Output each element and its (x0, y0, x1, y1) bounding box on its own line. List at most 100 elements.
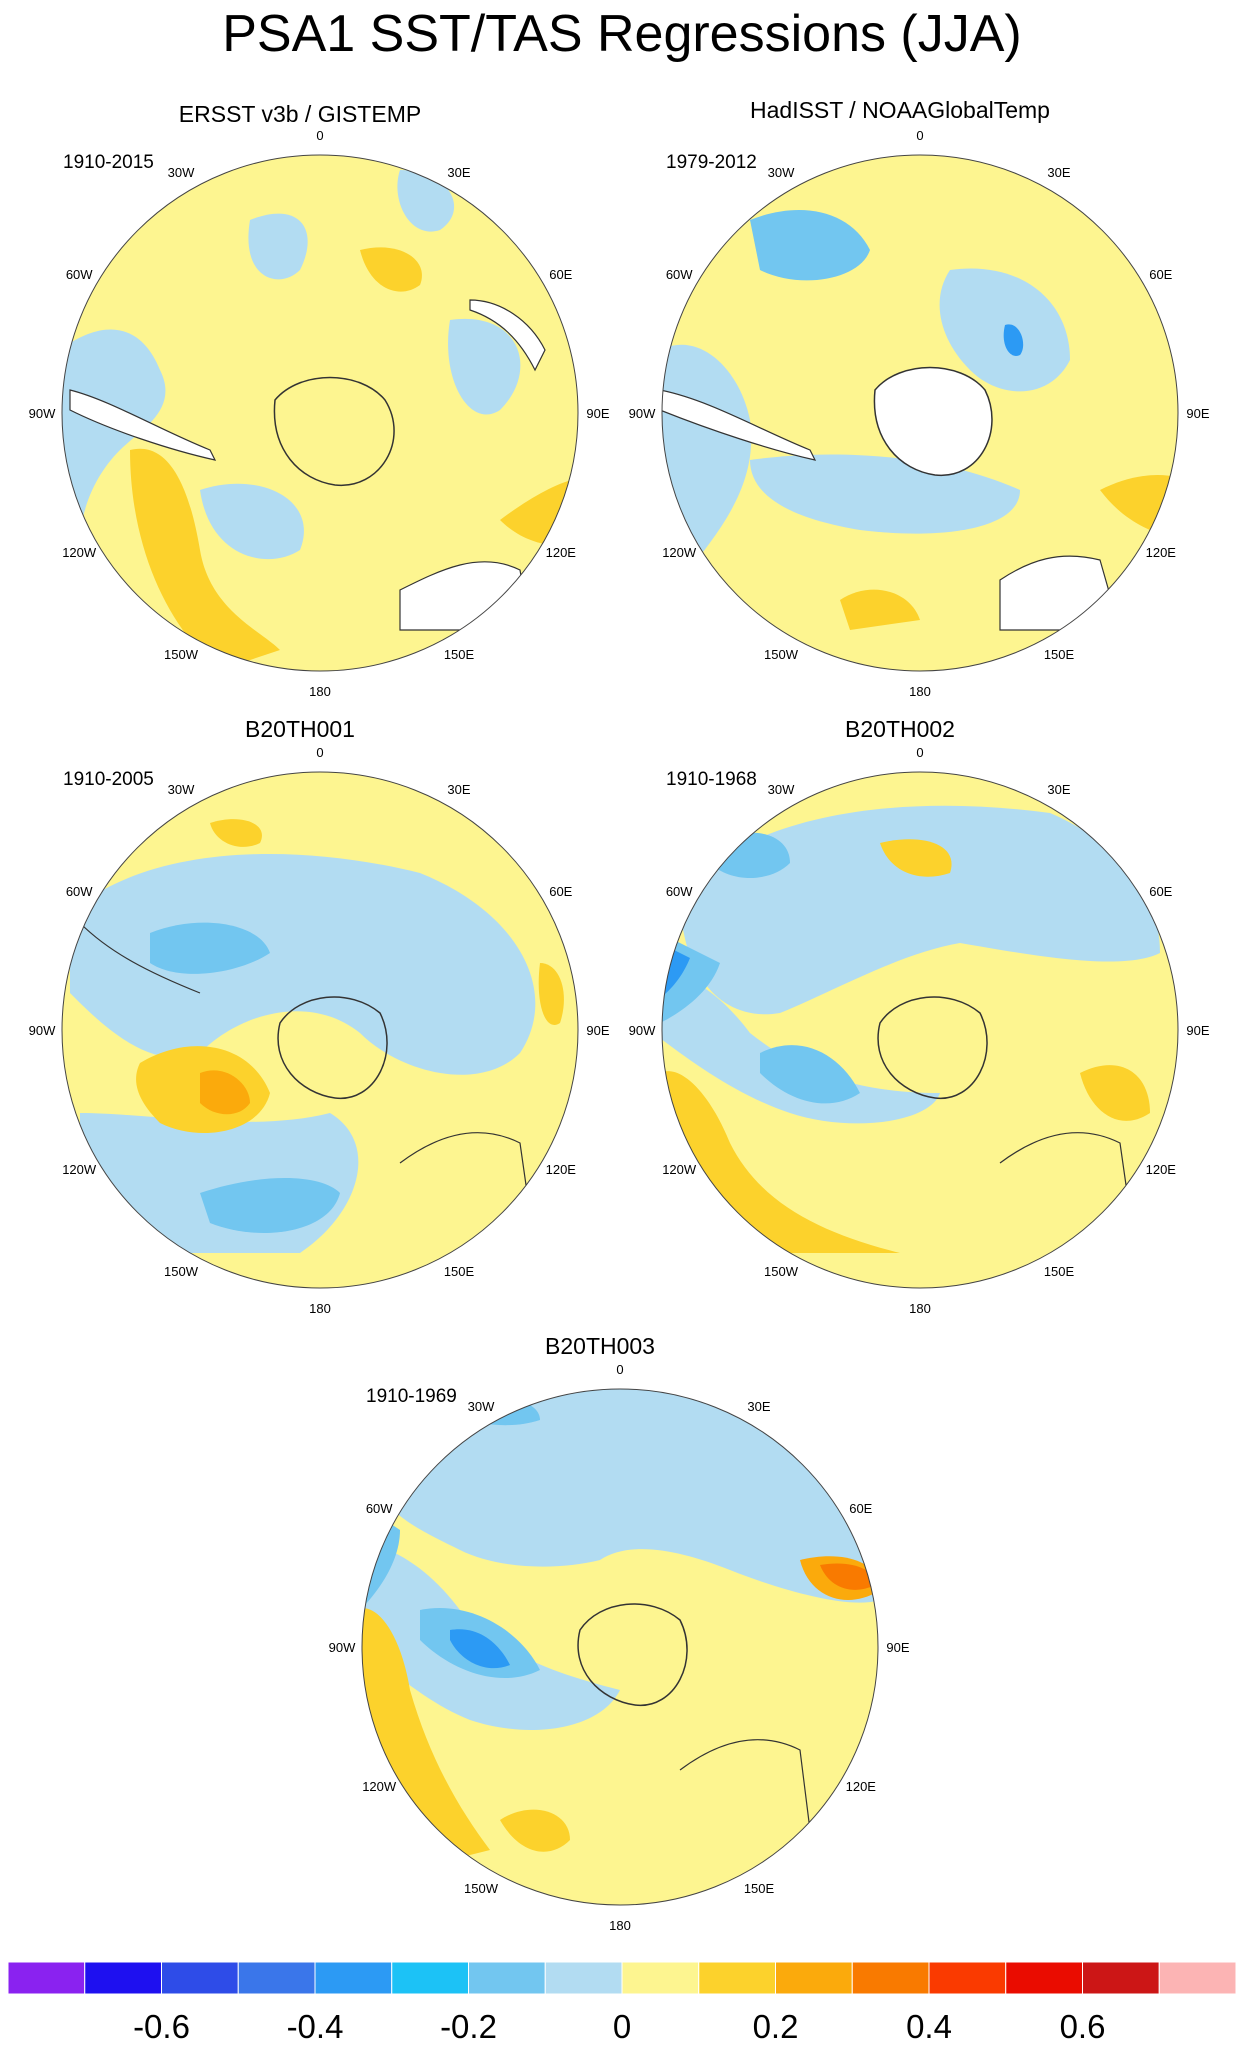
longitude-label: 150E (744, 1881, 775, 1896)
field-positive-south (500, 1809, 570, 1852)
longitude-label: 30W (168, 782, 195, 797)
colorbar-box (1005, 1962, 1083, 1995)
longitude-label: 0 (316, 128, 323, 143)
longitude-label: 90W (329, 1640, 356, 1655)
colorbar-box (775, 1962, 853, 1995)
field-positive-north (360, 247, 422, 292)
longitude-label: 120E (1146, 1162, 1177, 1177)
longitude-label: 120W (62, 545, 97, 560)
longitude-label: 0 (316, 745, 323, 760)
colorbar-box (161, 1962, 239, 1995)
field-positive-southwest (130, 448, 280, 670)
longitude-label: 90E (586, 406, 609, 421)
colorbar-tick-labels: -0.6 -0.4 -0.2 0 0.2 0.4 0.6 (133, 2008, 1105, 2045)
longitude-label: 30W (768, 165, 795, 180)
longitude-label: 0 (616, 1362, 623, 1377)
australia-outline (399, 1132, 531, 1214)
colorbar-tick-label: 0 (613, 2008, 631, 2045)
colorbar-tick-label: 0.4 (906, 2008, 952, 2045)
field-negative-central (200, 483, 304, 560)
colorbar-box (468, 1962, 546, 1995)
longitude-label: 60E (1149, 267, 1172, 282)
africa-outline (469, 299, 546, 372)
longitude-label: 30E (747, 1399, 770, 1414)
longitude-label: 90E (586, 1023, 609, 1038)
longitude-label: 0 (916, 128, 923, 143)
longitude-label: 30W (768, 782, 795, 797)
field-negative-core (1003, 324, 1024, 356)
longitude-label: 120E (546, 1162, 577, 1177)
longitude-labels: 0 30E 60E 90E 120E 150E 180 150W 120W 90W 60W 30W (629, 745, 1210, 1316)
longitude-labels: 0 30E 60E 90E 120E 150E 180 150W 120W 90W 60W 30W (29, 745, 610, 1316)
field-positive-east (1080, 1065, 1150, 1121)
longitude-label: 150E (1044, 1264, 1075, 1279)
polar-stereographic-map: 0 30E 60E 90E 120E 150E 180 150W 120W 90W 60W 30W (629, 128, 1210, 699)
field-negative-ring (70, 853, 536, 1075)
australia-outline (679, 1739, 811, 1831)
longitude-label: 180 (309, 684, 331, 699)
longitude-label: 60W (666, 884, 693, 899)
longitude-label: 30W (468, 1399, 495, 1414)
field-positive-east-core (820, 1563, 875, 1590)
longitude-label: 30E (1047, 782, 1070, 797)
longitude-label: 60W (366, 1501, 393, 1516)
colorbar-box (314, 1962, 393, 1995)
colorbar-tick-label: -0.6 (133, 2008, 190, 2045)
colorbar-box (8, 1962, 86, 1995)
field-negative-north (750, 210, 870, 281)
panel-title: HadISST / NOAAGlobalTemp (750, 97, 1050, 123)
south-america-mask (662, 389, 817, 461)
colorbar-box (928, 1962, 1007, 1995)
field-negative-north (248, 213, 308, 280)
polar-stereographic-map: 0 30E 60E 90E 120E 150E 180 150W 120W 90W 60W 30W (29, 745, 610, 1316)
longitude-label: 90E (1186, 406, 1209, 421)
antarctic-outline (273, 376, 395, 486)
period-label: 1910-2015 (63, 152, 154, 173)
longitude-label: 30E (1047, 165, 1070, 180)
longitude-label: 60W (66, 267, 93, 282)
longitude-label: 150E (1044, 647, 1075, 662)
longitude-label: 120W (662, 1162, 697, 1177)
map-panel-b20th002: B20TH002 1910-1968 0 30E 60E 90E 120E 150E 180… (600, 693, 1210, 1316)
longitude-label: 150E (444, 647, 475, 662)
polar-stereographic-map: 0 30E 60E 90E 120E 150E 180 150W 120W 90W 60W 30W (329, 1362, 910, 1933)
longitude-label: 180 (309, 1301, 331, 1316)
longitude-label: 120E (1146, 545, 1177, 560)
longitude-label: 60E (1149, 884, 1172, 899)
longitude-label: 150W (164, 647, 199, 662)
longitude-labels: 0 30E 60E 90E 120E 150E 180 150W 120W 90W 60W 30W (29, 128, 610, 699)
australia-outline (999, 1132, 1131, 1214)
colorbar-tick-label: -0.2 (440, 2008, 497, 2045)
colorbar-tick-label: 0.6 (1060, 2008, 1106, 2045)
longitude-label: 90W (629, 406, 656, 421)
longitude-label: 90W (29, 406, 56, 421)
south-america-outline (79, 922, 201, 994)
south-america-outline (69, 389, 217, 461)
longitude-label: 120W (362, 1779, 397, 1794)
field-negative-north (680, 805, 1160, 1015)
field-negative-northeast (397, 170, 455, 232)
longitude-label: 30W (168, 165, 195, 180)
antarctic-outline (877, 996, 988, 1099)
longitude-label: 90W (629, 1023, 656, 1038)
panel-title: B20TH002 (845, 716, 955, 742)
longitude-label: 180 (909, 684, 931, 699)
panel-title: ERSST v3b / GISTEMP (178, 101, 422, 127)
field-negative-core-west (760, 1045, 860, 1104)
polar-stereographic-map: 0 30E 60E 90E 120E 150E 180 150W 120W 90W 60W 30W (29, 128, 610, 699)
map-border (661, 154, 1179, 672)
field-negative-edge-west-deep (640, 943, 660, 993)
field-negative-core-west (150, 922, 270, 974)
longitude-label: 90E (886, 1640, 909, 1655)
longitude-label: 30E (447, 782, 470, 797)
period-label: 1979-2012 (666, 152, 757, 173)
longitude-label: 180 (609, 1918, 631, 1933)
longitude-label: 150W (764, 647, 799, 662)
map-border (361, 1388, 879, 1906)
polar-stereographic-map: 0 30E 60E 90E 120E 150E 180 150W 120W 90W 60W 30W (629, 745, 1210, 1316)
colorbar-box (544, 1962, 623, 1995)
antarctic-outline (577, 1603, 688, 1706)
longitude-labels: 0 30E 60E 90E 120E 150E 180 150W 120W 90W 60W 30W (329, 1362, 910, 1933)
map-border (661, 771, 1179, 1289)
longitude-label: 120W (662, 545, 697, 560)
